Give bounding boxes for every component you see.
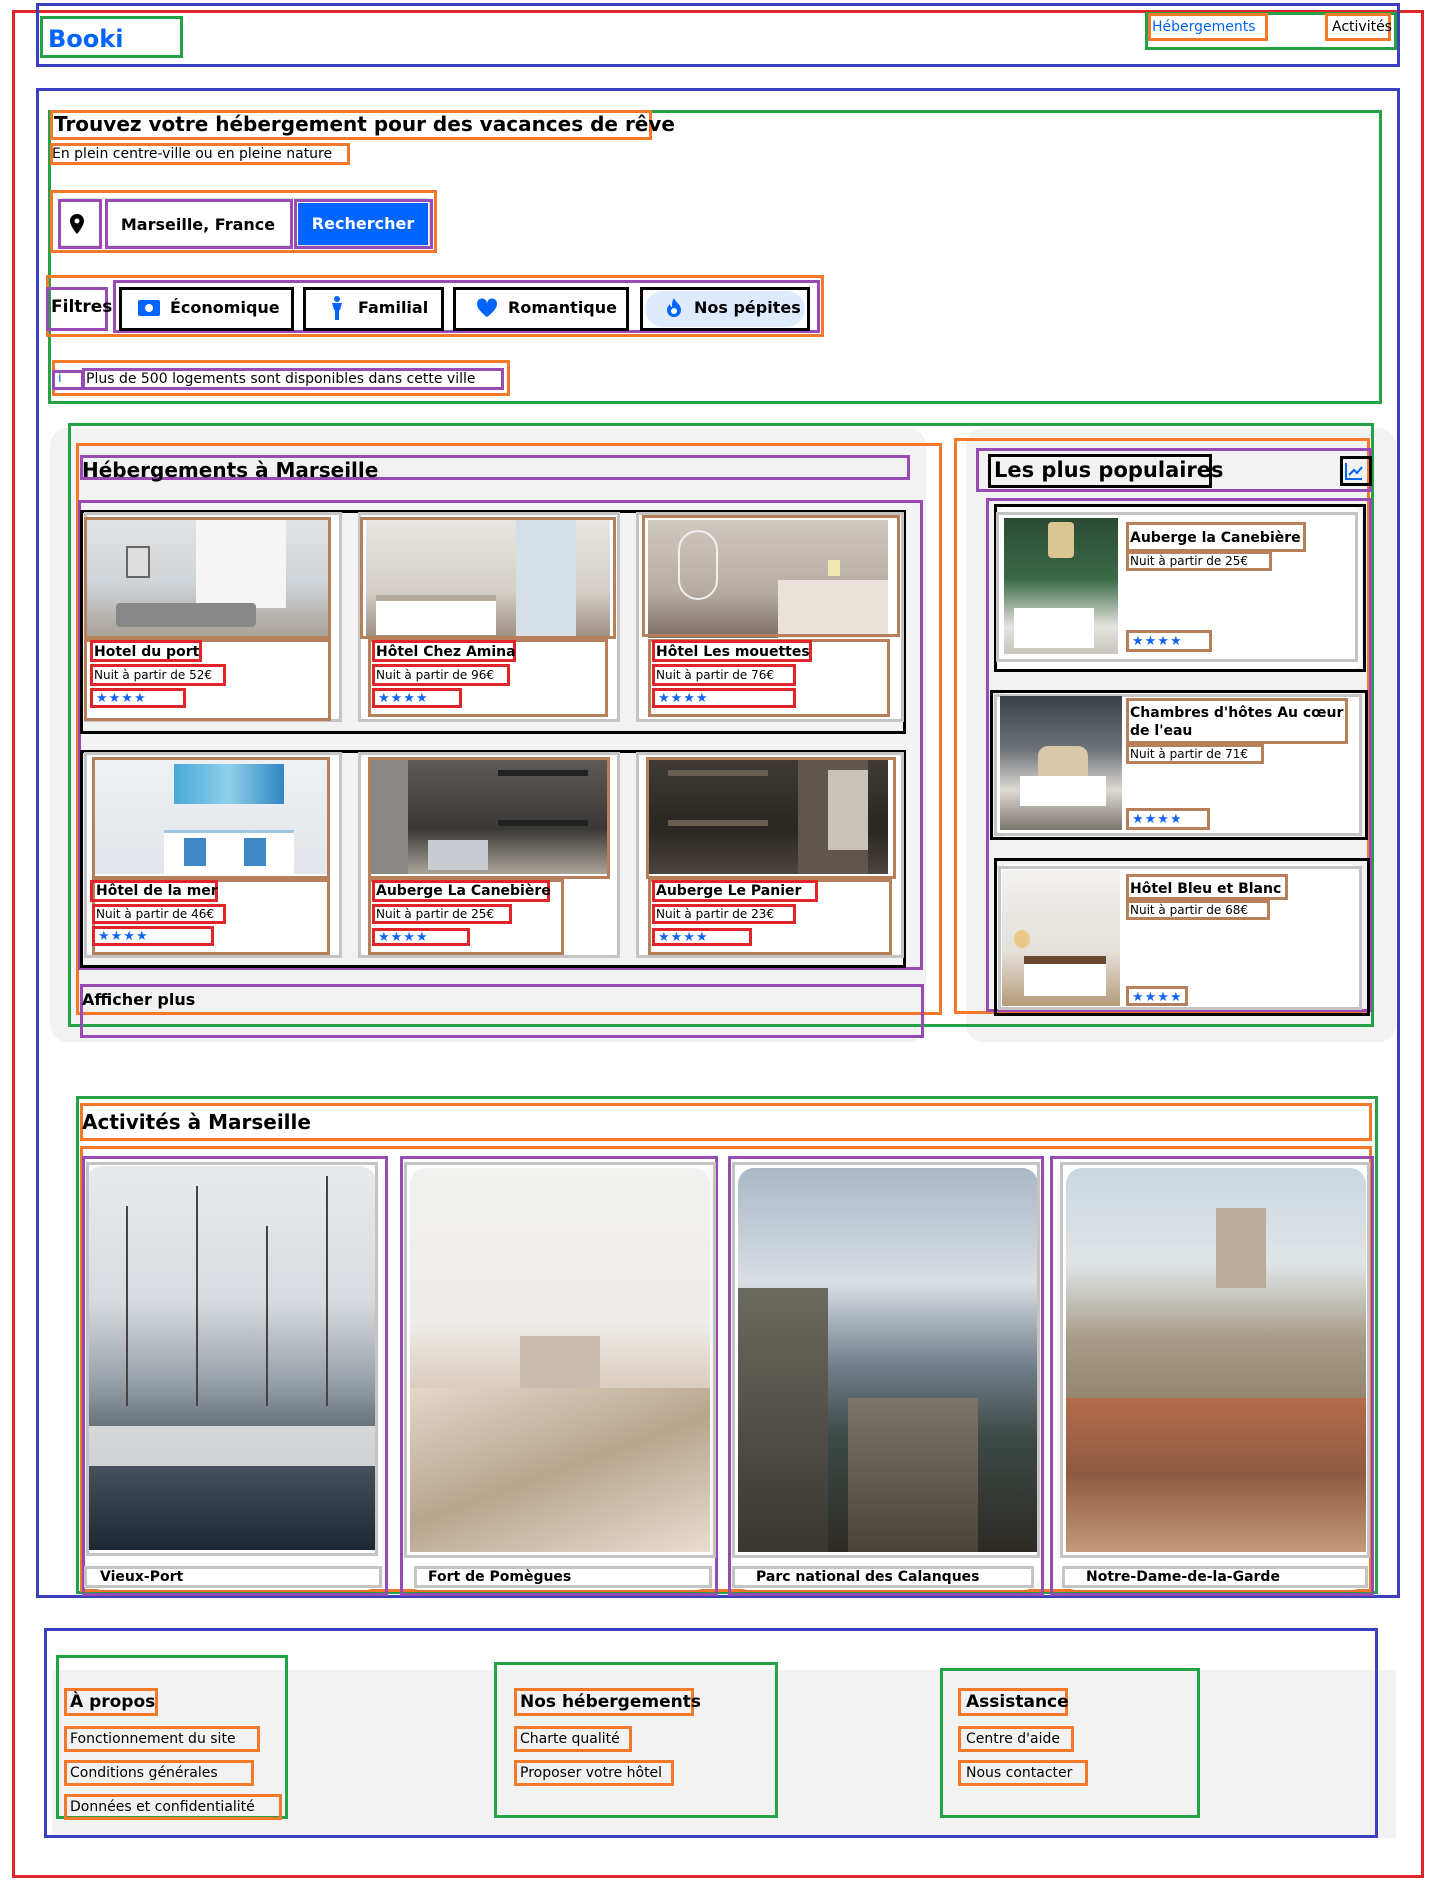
hotel-price: Nuit à partir de 25€ (376, 907, 495, 921)
popular-photo (1000, 696, 1122, 830)
footer-col-title: Nos hébergements (520, 1692, 701, 1712)
activity-photo (410, 1168, 710, 1552)
rating-stars: ★★★★ (1132, 812, 1183, 827)
popular-price: Nuit à partir de 71€ (1130, 747, 1249, 761)
rating-stars: ★★★★ (98, 929, 149, 944)
hotel-name: Auberge Le Panier (656, 883, 802, 899)
debug-box-outline (36, 3, 1400, 67)
show-more-link[interactable]: Afficher plus (82, 990, 196, 1009)
info-icon: i (58, 371, 62, 386)
money-icon (138, 300, 160, 316)
hotel-price: Nuit à partir de 52€ (94, 668, 213, 682)
popular-price: Nuit à partir de 25€ (1130, 554, 1249, 568)
rating-stars: ★★★★ (1132, 990, 1183, 1005)
hotel-price: Nuit à partir de 46€ (96, 907, 215, 921)
child-icon (330, 296, 344, 320)
rating-stars: ★★★★ (1132, 634, 1183, 649)
fire-icon (665, 298, 683, 318)
accommodations-title: Hébergements à Marseille (82, 458, 379, 482)
heart-icon (476, 298, 498, 318)
footer-col-title: Assistance (966, 1692, 1069, 1712)
map-pin-icon (65, 212, 89, 236)
hotel-photo (366, 520, 610, 638)
popular-name: Auberge la Canebière (1130, 530, 1301, 546)
activity-name: Parc national des Calanques (756, 1569, 980, 1585)
rating-stars: ★★★★ (96, 691, 147, 706)
filter-label: Familial (358, 298, 429, 317)
nav-link-hebergements[interactable]: Hébergements (1152, 19, 1256, 35)
trend-chart-icon[interactable] (1344, 461, 1364, 481)
rating-stars: ★★★★ (658, 691, 709, 706)
location-input[interactable] (110, 205, 286, 243)
filter-label: Économique (170, 298, 280, 317)
hotel-price: Nuit à partir de 23€ (656, 907, 775, 921)
activity-name: Vieux-Port (100, 1569, 184, 1585)
popular-photo (1004, 518, 1118, 654)
hotel-name: Hotel du port (94, 644, 200, 660)
footer-link[interactable]: Proposer votre hôtel (520, 1765, 663, 1781)
hotel-photo (368, 760, 608, 874)
popular-photo (1002, 870, 1120, 1006)
activity-photo (738, 1168, 1038, 1552)
activity-name: Notre-Dame-de-la-Garde (1086, 1569, 1280, 1585)
info-text: Plus de 500 logements sont disponibles d… (86, 371, 476, 387)
hotel-photo (86, 518, 330, 636)
nav-link-activites[interactable]: Activités (1332, 19, 1392, 35)
rating-stars: ★★★★ (378, 930, 429, 945)
filter-familial[interactable] (308, 291, 439, 327)
filters-label: Filtres (51, 297, 113, 317)
popular-title: Les plus populaires (994, 458, 1224, 482)
hero-subtitle: En plein centre-ville ou en pleine natur… (52, 146, 333, 162)
hero-title: Trouvez votre hébergement pour des vacan… (54, 112, 675, 136)
footer-link[interactable]: Données et confidentialité (70, 1799, 255, 1815)
filter-label: Romantique (508, 298, 617, 317)
footer-col-title: À propos (70, 1692, 156, 1712)
hotel-name: Auberge La Canebière (376, 883, 551, 899)
filter-label: Nos pépites (694, 298, 801, 317)
footer-link[interactable]: Conditions générales (70, 1765, 218, 1781)
hotel-name: Hôtel Chez Amina (376, 644, 516, 660)
hotel-name: Hôtel de la mer (96, 883, 218, 899)
hotel-photo (648, 520, 888, 638)
footer-link[interactable]: Nous contacter (966, 1765, 1073, 1781)
footer-link[interactable]: Centre d'aide (966, 1731, 1060, 1747)
logo[interactable]: Booki (48, 25, 124, 53)
activity-name: Fort de Pomègues (428, 1569, 572, 1585)
activity-photo (86, 1166, 376, 1550)
rating-stars: ★★★★ (378, 691, 429, 706)
hotel-price: Nuit à partir de 76€ (656, 668, 775, 682)
popular-name: Hôtel Bleu et Blanc (1130, 881, 1282, 897)
popular-price: Nuit à partir de 68€ (1130, 903, 1249, 917)
rating-stars: ★★★★ (658, 930, 709, 945)
activities-title: Activités à Marseille (82, 1110, 311, 1134)
debug-box-outline (52, 370, 84, 390)
activity-photo (1066, 1168, 1366, 1552)
footer-link[interactable]: Fonctionnement du site (70, 1731, 236, 1747)
footer-link[interactable]: Charte qualité (520, 1731, 620, 1747)
hotel-name: Hôtel Les mouettes (656, 644, 810, 660)
search-button[interactable]: Rechercher (298, 203, 428, 245)
popular-name: Chambres d'hôtes Au cœur de l'eau (1130, 705, 1344, 739)
hotel-photo (94, 760, 330, 874)
hotel-photo (648, 760, 888, 874)
hotel-price: Nuit à partir de 96€ (376, 668, 495, 682)
footer (52, 1670, 1396, 1838)
